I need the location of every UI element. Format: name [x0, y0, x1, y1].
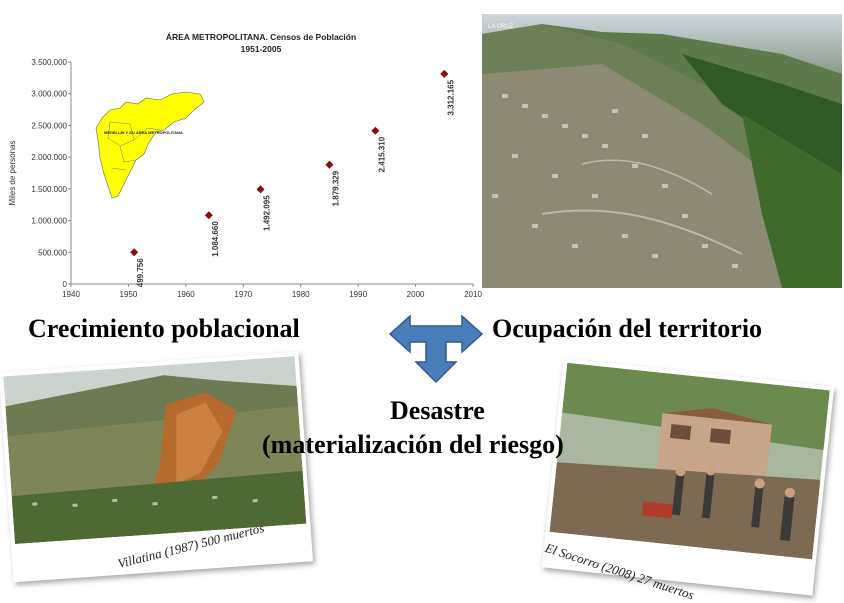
metropolitan-map-inset: MEDELLÍN Y SU ÁREA METROPOLITANA	[90, 88, 212, 202]
three-way-arrow-icon	[388, 314, 484, 384]
x-tick-label: 1970	[234, 290, 252, 299]
y-tick-label: 2.500.000	[31, 121, 67, 130]
disaster-heading: Desastre	[390, 396, 485, 425]
x-tick-label: 1990	[349, 290, 367, 299]
x-tick-label: 1960	[177, 290, 195, 299]
x-tick-label: 1950	[120, 290, 138, 299]
villatina-landslide-photo	[3, 356, 307, 545]
aerial-corner-label: LA CRUZ	[488, 24, 514, 30]
socorro-collapsed-house-photo	[549, 362, 830, 560]
y-tick-label: 1.000.000	[31, 217, 67, 226]
risk-materialization-heading: (materialización del riesgo)	[262, 430, 564, 459]
data-point	[130, 248, 139, 257]
y-tick-label: 3.000.000	[31, 90, 67, 99]
y-tick-label: 500.000	[38, 248, 67, 257]
data-label: 1.492.095	[263, 195, 272, 231]
data-label: 1.879.329	[331, 170, 340, 206]
aerial-hillside-photo: LA CRUZ	[482, 14, 842, 288]
chart-subtitle: 1951-2005	[241, 44, 282, 54]
y-axis-label: Miles de personas	[8, 141, 17, 206]
data-point	[371, 126, 380, 135]
y-tick-label: 1.500.000	[31, 185, 67, 194]
x-tick-label: 2010	[464, 290, 482, 299]
data-point	[204, 211, 213, 220]
data-label: 3.312.165	[446, 79, 455, 115]
data-point	[325, 160, 334, 169]
population-growth-heading: Crecimiento poblacional	[28, 314, 300, 343]
population-chart: ÁREA METROPOLITANA. Censos de Población 1…	[3, 20, 485, 308]
y-tick-label: 2.000.000	[31, 153, 67, 162]
villatina-photo-image	[3, 356, 307, 545]
data-label: 1.084.660	[211, 221, 220, 257]
aerial-photo-image: LA CRUZ	[482, 14, 842, 288]
chart-canvas: ÁREA METROPOLITANA. Censos de Población 1…	[8, 32, 482, 299]
chart-title: ÁREA METROPOLITANA. Censos de Población	[166, 32, 356, 42]
socorro-photo-frame	[541, 358, 835, 596]
data-point	[440, 69, 449, 78]
y-tick-label: 0	[63, 280, 68, 289]
y-tick-label: 3.500.000	[31, 58, 67, 67]
villatina-photo-frame	[0, 351, 313, 583]
data-point	[256, 185, 265, 194]
data-label: 499.756	[136, 258, 145, 287]
data-label: 2.415.310	[377, 136, 386, 172]
territory-occupation-heading: Ocupación del territorio	[492, 314, 763, 343]
map-inset-label: MEDELLÍN Y SU ÁREA METROPOLITANA	[104, 130, 183, 135]
socorro-photo-image	[549, 362, 830, 560]
x-tick-label: 1980	[292, 290, 310, 299]
map-shape	[95, 91, 205, 199]
x-tick-label: 1940	[62, 290, 80, 299]
x-tick-label: 2000	[407, 290, 425, 299]
